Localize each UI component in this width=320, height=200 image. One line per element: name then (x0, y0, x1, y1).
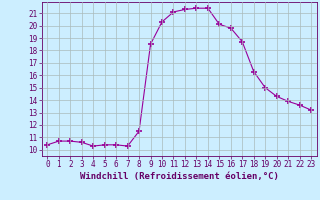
X-axis label: Windchill (Refroidissement éolien,°C): Windchill (Refroidissement éolien,°C) (80, 172, 279, 181)
